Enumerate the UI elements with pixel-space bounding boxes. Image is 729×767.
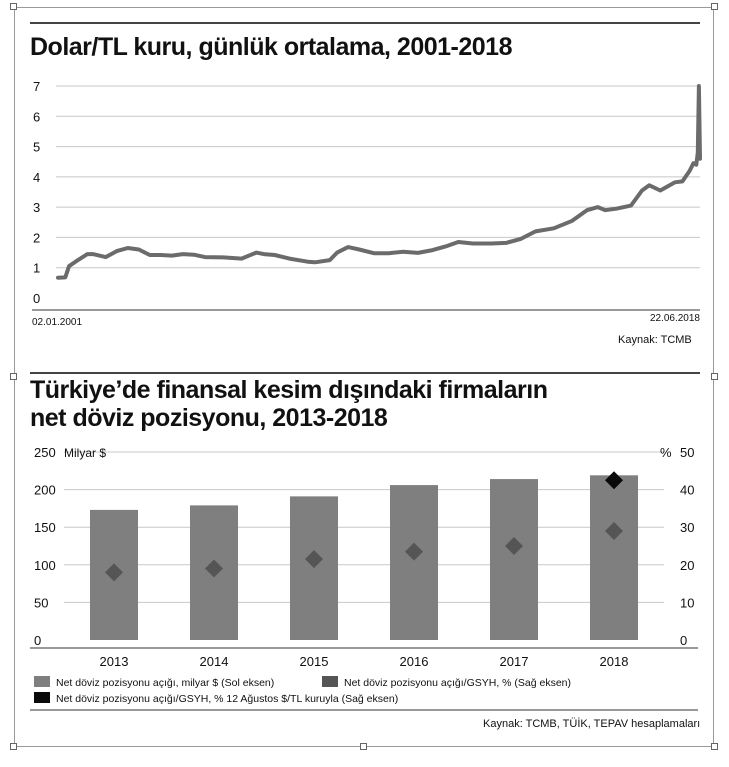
chart2-bar xyxy=(390,485,438,640)
chart2-category-label: 2017 xyxy=(500,654,529,669)
chart2-bar xyxy=(590,475,638,640)
chart2-legend-label: Net döviz pozisyonu açığı/GSYH, % 12 Ağu… xyxy=(56,693,398,705)
resize-handle-top-right[interactable] xyxy=(711,3,718,10)
chart2-top-rule xyxy=(30,372,700,374)
chart2-diamond-gsyh xyxy=(105,563,123,582)
chart1-ytick-label: 0 xyxy=(33,291,40,306)
chart1-x-end-label: 22.06.2018 xyxy=(650,313,700,324)
chart2-legend-label: Net döviz pozisyonu açığı, milyar $ (Sol… xyxy=(56,677,274,689)
chart1-ytick-label: 5 xyxy=(33,140,40,155)
chart2-bar xyxy=(490,479,538,640)
chart2-title-line2: net döviz pozisyonu, 2013-2018 xyxy=(30,404,388,432)
chart2-right-axis-unit: % xyxy=(660,445,672,460)
chart2-category-label: 2014 xyxy=(200,654,229,669)
chart2-right-tick-label: 40 xyxy=(680,483,694,498)
chart2-bar-chart: 0 50 100 150 200 250 0 10 20 30 40 50 Milyar $ % 2013 2… xyxy=(30,445,698,711)
chart2-right-tick-label: 50 xyxy=(680,445,694,460)
chart2-left-tick-label: 250 xyxy=(34,445,56,460)
chart2-left-tick-label: 100 xyxy=(34,558,56,573)
chart2-title-line1: Türkiye’de finansal kesim dışındaki firm… xyxy=(30,376,548,404)
resize-handle-top-left[interactable] xyxy=(10,3,17,10)
resize-handle-bottom-mid[interactable] xyxy=(360,743,367,750)
chart2-left-tick-label: 200 xyxy=(34,483,56,498)
chart1-x-start-label: 02.01.2001 xyxy=(32,317,82,328)
chart2-diamond-gsyh xyxy=(305,550,323,569)
chart2-category-label: 2013 xyxy=(100,654,129,669)
chart1-ytick-label: 4 xyxy=(33,170,40,185)
resize-handle-mid-left[interactable] xyxy=(10,373,17,380)
resize-handle-mid-right[interactable] xyxy=(711,373,718,380)
chart1-ytick-label: 1 xyxy=(33,261,40,276)
chart2-source: Kaynak: TCMB, TÜİK, TEPAV hesaplamaları xyxy=(483,718,701,730)
chart1-source: Kaynak: TCMB xyxy=(618,334,692,346)
chart2-diamond-gsyh xyxy=(405,542,423,561)
chart1-ytick-label: 2 xyxy=(33,230,40,245)
chart2-category-label: 2018 xyxy=(600,654,629,669)
chart2-category-label: 2015 xyxy=(300,654,329,669)
chart2-left-tick-label: 50 xyxy=(34,595,48,610)
chart2-diamond-gsyh xyxy=(205,559,223,578)
chart2-legend-swatch xyxy=(34,676,50,687)
resize-handle-bottom-right[interactable] xyxy=(711,743,718,750)
chart2-left-axis-unit: Milyar $ xyxy=(64,446,106,460)
chart2-legend-swatch xyxy=(34,692,50,703)
chart2-diamond-gsyh xyxy=(505,537,523,555)
chart2-right-tick-label: 30 xyxy=(680,520,694,535)
chart2-bar xyxy=(290,496,338,640)
chart2-legend-swatch xyxy=(322,676,338,687)
chart1-ytick-label: 3 xyxy=(33,200,40,215)
chart2-legend-label: Net döviz pozisyonu açığı/GSYH, % (Sağ e… xyxy=(344,677,571,689)
chart2-left-tick-label: 150 xyxy=(34,520,56,535)
chart2-right-tick-label: 20 xyxy=(680,558,694,573)
chart1-ytick-label: 6 xyxy=(33,109,40,124)
chart2-diamond-aug xyxy=(605,471,623,490)
chart1-series-line xyxy=(56,84,702,280)
chart2-right-tick-label: 0 xyxy=(680,633,687,648)
chart2-diamond-gsyh xyxy=(605,521,623,540)
chart1-title: Dolar/TL kuru, günlük ortalama, 2001-201… xyxy=(30,33,513,61)
chart1-ytick-label: 7 xyxy=(33,79,40,94)
chart2-left-tick-label: 0 xyxy=(34,633,41,648)
chart1-top-rule xyxy=(30,22,700,24)
chart2-right-tick-label: 10 xyxy=(680,595,694,610)
chart2-category-label: 2016 xyxy=(400,654,429,669)
resize-handle-bottom-left[interactable] xyxy=(10,743,17,750)
chart1-line-chart: 0 1 2 3 4 5 6 7 02.01.2001 22.06.2018 xyxy=(32,79,702,328)
